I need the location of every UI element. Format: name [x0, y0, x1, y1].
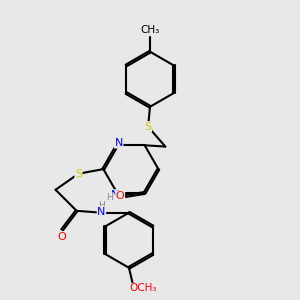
Text: N: N [111, 190, 119, 200]
Text: N: N [115, 138, 123, 148]
Text: OCH₃: OCH₃ [130, 284, 157, 293]
Text: S: S [75, 169, 82, 179]
Text: N: N [97, 207, 106, 217]
Text: H: H [106, 193, 113, 202]
Text: O: O [116, 191, 124, 201]
Text: O: O [58, 232, 66, 242]
Text: CH₃: CH₃ [140, 25, 160, 35]
Text: S: S [145, 122, 152, 132]
Text: H: H [98, 201, 105, 210]
